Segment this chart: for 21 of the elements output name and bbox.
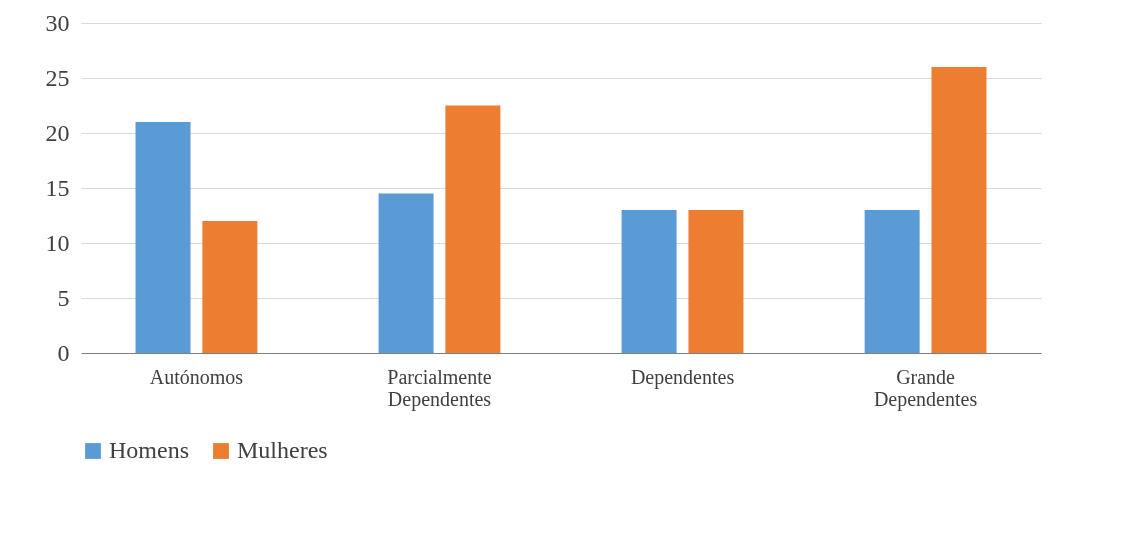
y-tick-label: 25: [45, 64, 70, 91]
bar: [202, 221, 258, 353]
bar: [931, 67, 987, 353]
bar: [864, 210, 920, 353]
x-tick-label: Dependentes: [630, 365, 735, 389]
x-tick-label: Autónomos: [149, 365, 244, 388]
y-tick-label: 15: [45, 174, 70, 201]
y-tick-label: 10: [45, 229, 70, 256]
y-tick-label: 5: [57, 284, 70, 311]
bar: [445, 105, 501, 353]
legend-label: Mulheres: [237, 437, 328, 463]
y-tick-label: 0: [57, 339, 70, 366]
legend-label: Homens: [109, 437, 189, 463]
y-tick-label: 30: [45, 9, 70, 36]
bar: [621, 210, 677, 353]
x-tick-label: Parcialmente Dependentes: [387, 365, 492, 411]
bar: [135, 122, 191, 353]
bar: [378, 193, 434, 353]
y-tick-label: 20: [45, 119, 70, 146]
bar: [688, 210, 744, 353]
x-tick-label: Grande Dependentes: [873, 365, 978, 411]
